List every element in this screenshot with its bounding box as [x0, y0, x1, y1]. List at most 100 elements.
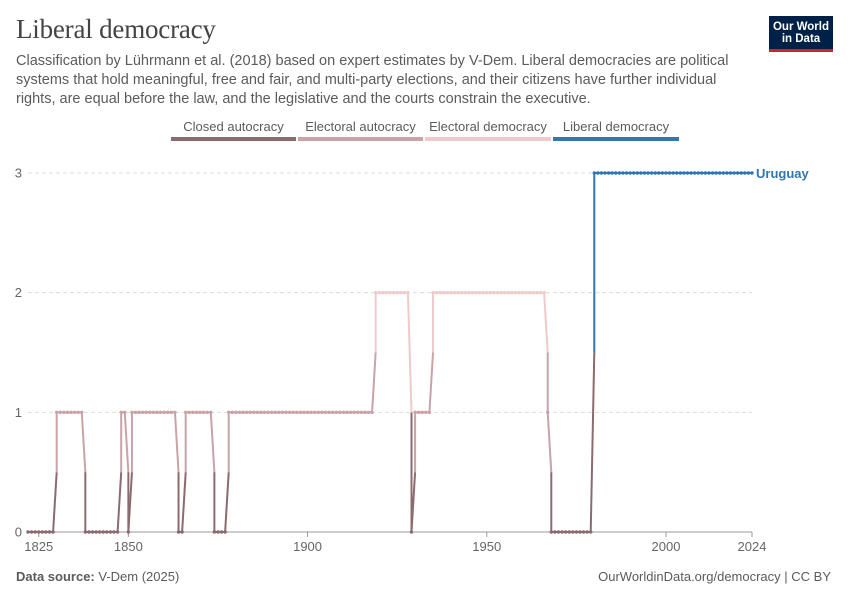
legend-label: Closed autocracy: [183, 119, 284, 134]
data-point: [610, 171, 614, 175]
data-point: [76, 410, 80, 415]
data-point: [692, 171, 697, 175]
data-point: [133, 410, 138, 415]
data-point: [703, 171, 708, 175]
data-point: [97, 530, 102, 534]
data-point: [682, 171, 686, 175]
data-point: [158, 410, 163, 415]
data-source: Data source: V-Dem (2025): [16, 569, 179, 584]
data-point: [750, 171, 754, 175]
data-point: [614, 171, 618, 175]
data-point: [710, 171, 715, 175]
data-point: [721, 171, 726, 175]
data-point: [316, 410, 321, 415]
data-point: [334, 410, 338, 415]
chart-title: Liberal democracy: [16, 14, 216, 44]
data-point: [442, 290, 446, 295]
y-tick-label: 0: [15, 525, 22, 540]
data-point: [657, 171, 661, 175]
data-point: [732, 171, 736, 175]
data-point: [660, 171, 665, 175]
series-segment: [52, 472, 58, 533]
data-point: [313, 410, 317, 415]
series-segment: [209, 412, 216, 473]
data-point: [714, 171, 718, 175]
data-point: [366, 410, 371, 415]
data-point: [62, 410, 66, 415]
data-point: [395, 290, 399, 295]
data-point: [528, 290, 532, 295]
data-point: [140, 410, 145, 415]
y-axis: 0 1 2 3: [15, 166, 22, 540]
data-point: [718, 171, 722, 175]
data-point: [345, 410, 349, 415]
data-point: [51, 530, 55, 534]
data-point: [352, 410, 356, 415]
data-point: [262, 410, 267, 415]
data-point: [287, 410, 292, 415]
data-point: [459, 290, 464, 295]
data-point: [567, 530, 571, 534]
data-point: [341, 410, 346, 415]
series-segment: [371, 352, 377, 413]
data-point: [373, 290, 378, 295]
x-tick-label: 2024: [738, 539, 767, 554]
series-segment: [181, 472, 187, 533]
data-point: [495, 290, 500, 295]
data-point: [252, 410, 256, 415]
data-point: [338, 410, 342, 415]
data-point: [456, 290, 460, 295]
data-point: [477, 290, 482, 295]
data-point: [298, 410, 303, 415]
data-point: [603, 171, 607, 175]
legend-swatch: [425, 137, 551, 141]
legend-label: Liberal democracy: [563, 119, 670, 134]
data-point: [571, 530, 575, 534]
chart-subtitle: Classification by Lührmann et al. (2018)…: [16, 53, 729, 107]
data-point: [323, 410, 328, 415]
data-point: [499, 290, 503, 295]
data-point: [685, 171, 690, 175]
source-value[interactable]: V-Dem (2025): [98, 569, 180, 584]
data-point: [553, 530, 557, 534]
footer-credit[interactable]: OurWorldinData.org/democracy | CC BY: [598, 569, 831, 584]
data-point: [44, 530, 48, 534]
data-point: [449, 290, 453, 295]
data-point: [112, 530, 116, 534]
data-point: [191, 410, 195, 415]
data-point: [105, 530, 109, 534]
data-point: [305, 410, 310, 415]
series-segment: [123, 412, 130, 473]
data-point: [438, 290, 442, 295]
data-point: [635, 171, 640, 175]
data-point: [330, 410, 335, 415]
data-point: [474, 290, 478, 295]
data-point: [148, 410, 152, 415]
series-label-uruguay: Uruguay: [756, 166, 810, 181]
x-tick-label: 2000: [652, 539, 681, 554]
data-point: [363, 410, 367, 415]
series-segment: [428, 352, 435, 413]
x-axis: 1825 1850 1900 1950 2000 2024: [24, 532, 766, 554]
data-point: [506, 290, 510, 295]
data-point: [585, 530, 589, 534]
data-point: [621, 171, 625, 175]
data-point: [94, 530, 98, 534]
data-point: [277, 410, 281, 415]
data-point: [234, 410, 238, 415]
data-point: [151, 410, 156, 415]
owid-logo[interactable]: Our World in Data: [769, 16, 833, 52]
data-point: [212, 530, 217, 534]
data-point: [470, 290, 475, 295]
series-segment: [80, 412, 87, 473]
data-point: [356, 410, 360, 415]
data-point: [266, 410, 270, 415]
data-point: [29, 530, 34, 534]
data-point: [642, 171, 647, 175]
series-uruguay[interactable]: Uruguay: [28, 166, 810, 533]
data-point: [596, 171, 600, 175]
data-point: [510, 290, 514, 295]
data-point: [184, 410, 188, 415]
data-point: [54, 410, 59, 415]
